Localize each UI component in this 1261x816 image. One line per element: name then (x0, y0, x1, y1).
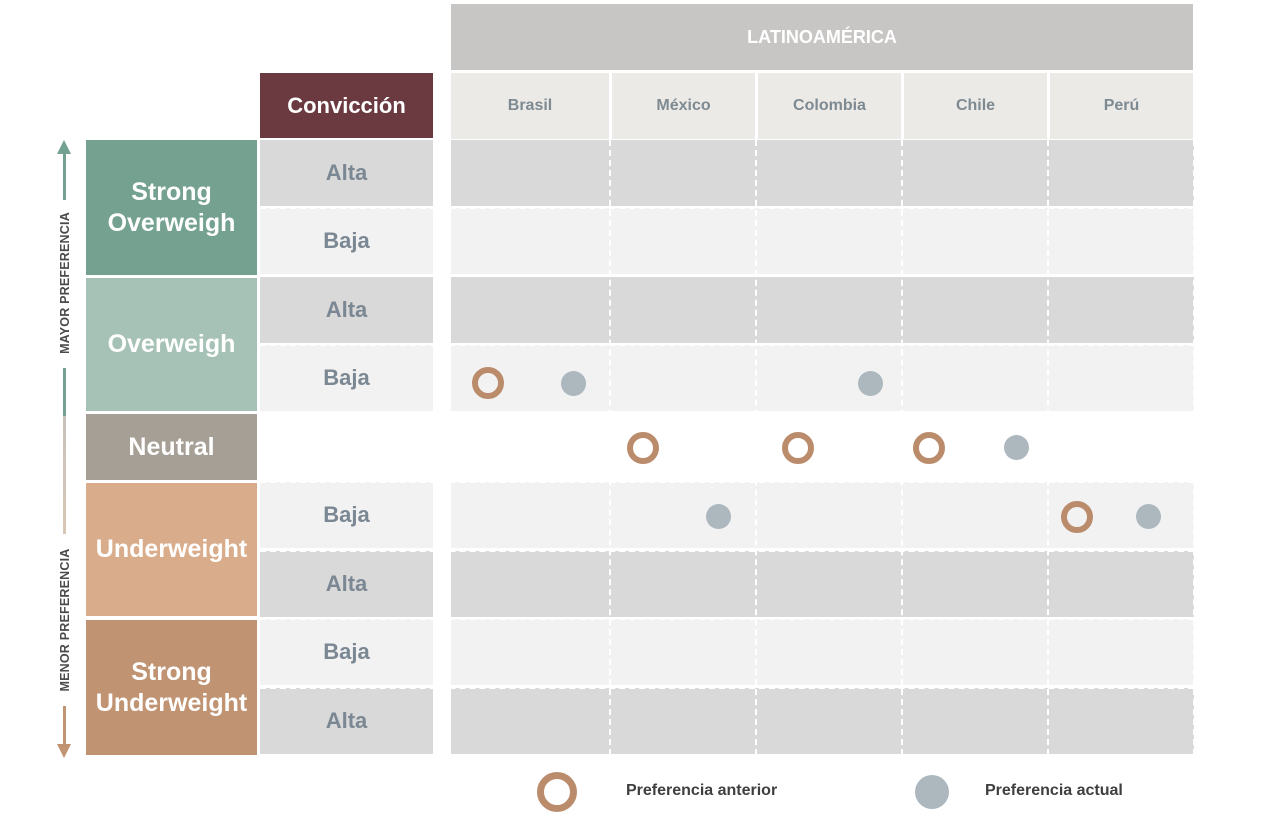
category-strong-overweigh: Strong Overweigh (86, 140, 257, 275)
conviction-cell: Alta (260, 277, 433, 343)
legend-previous-icon (537, 772, 577, 812)
category-neutral: Neutral (86, 414, 257, 480)
legend-current-label: Preferencia actual (985, 782, 1123, 799)
marker-previous-mexico (627, 432, 659, 464)
grid-row-uw-alta (451, 551, 1194, 617)
column-divider (755, 140, 757, 755)
marker-previous-peru (1061, 501, 1093, 533)
category-strong-underweight: Strong Underweight (86, 620, 257, 755)
country-header-mexico: México (612, 73, 755, 139)
marker-current-mexico (706, 504, 731, 529)
marker-current-brasil (561, 371, 586, 396)
conviction-cell: Alta (260, 140, 433, 206)
preference-arrow-line (63, 706, 66, 746)
conviction-cell: Baja (260, 619, 433, 685)
grid-row-so-alta (451, 140, 1194, 206)
row-divider (260, 413, 1194, 415)
arrow-down-icon (57, 744, 71, 758)
row-divider (260, 344, 1194, 346)
grid-row-su-alta (451, 688, 1194, 754)
row-divider (260, 618, 1194, 620)
marker-current-chile (1004, 435, 1029, 460)
region-header: LATINOAMÉRICA (451, 4, 1193, 70)
preference-arrow-line (63, 368, 66, 416)
column-divider (433, 140, 435, 755)
grid-row-su-baja (451, 619, 1194, 685)
grid-row-ow-alta (451, 277, 1194, 343)
row-divider (260, 550, 1194, 552)
arrow-up-icon (57, 140, 71, 154)
conviction-cell: Alta (260, 688, 433, 754)
menor-preferencia-label: MENOR PREFERENCIA (58, 548, 72, 692)
conviction-cell: Baja (260, 345, 433, 411)
conviction-cell: Baja (260, 208, 433, 274)
row-divider (260, 687, 1194, 689)
mayor-preferencia-label: MAYOR PREFERENCIA (58, 212, 72, 354)
marker-previous-brasil (472, 367, 504, 399)
row-divider (260, 481, 1194, 483)
preference-arrow-line (63, 152, 66, 200)
preference-arrow-line (63, 416, 66, 534)
country-header-chile: Chile (904, 73, 1047, 139)
grid-row-neutral (451, 414, 1194, 480)
category-overweigh: Overweigh (86, 278, 257, 411)
conviction-header: Convicción (260, 73, 433, 138)
column-divider (1193, 140, 1195, 755)
conviction-cell (260, 414, 433, 480)
marker-previous-colombia (782, 432, 814, 464)
legend-current-icon (915, 775, 949, 809)
conviction-cell: Baja (260, 482, 433, 548)
legend-previous-label: Preferencia anterior (626, 782, 778, 799)
conviction-cell: Alta (260, 551, 433, 617)
marker-current-colombia (858, 371, 883, 396)
category-underweight: Underweight (86, 483, 257, 616)
country-header-peru: Perú (1050, 73, 1193, 139)
country-header-colombia: Colombia (758, 73, 901, 139)
column-divider (609, 140, 611, 755)
country-header-brasil: Brasil (451, 73, 609, 139)
column-divider (901, 140, 903, 755)
marker-current-peru (1136, 504, 1161, 529)
grid-row-so-baja (451, 208, 1194, 274)
column-divider (1047, 140, 1049, 755)
row-divider (260, 207, 1194, 209)
marker-previous-chile (913, 432, 945, 464)
